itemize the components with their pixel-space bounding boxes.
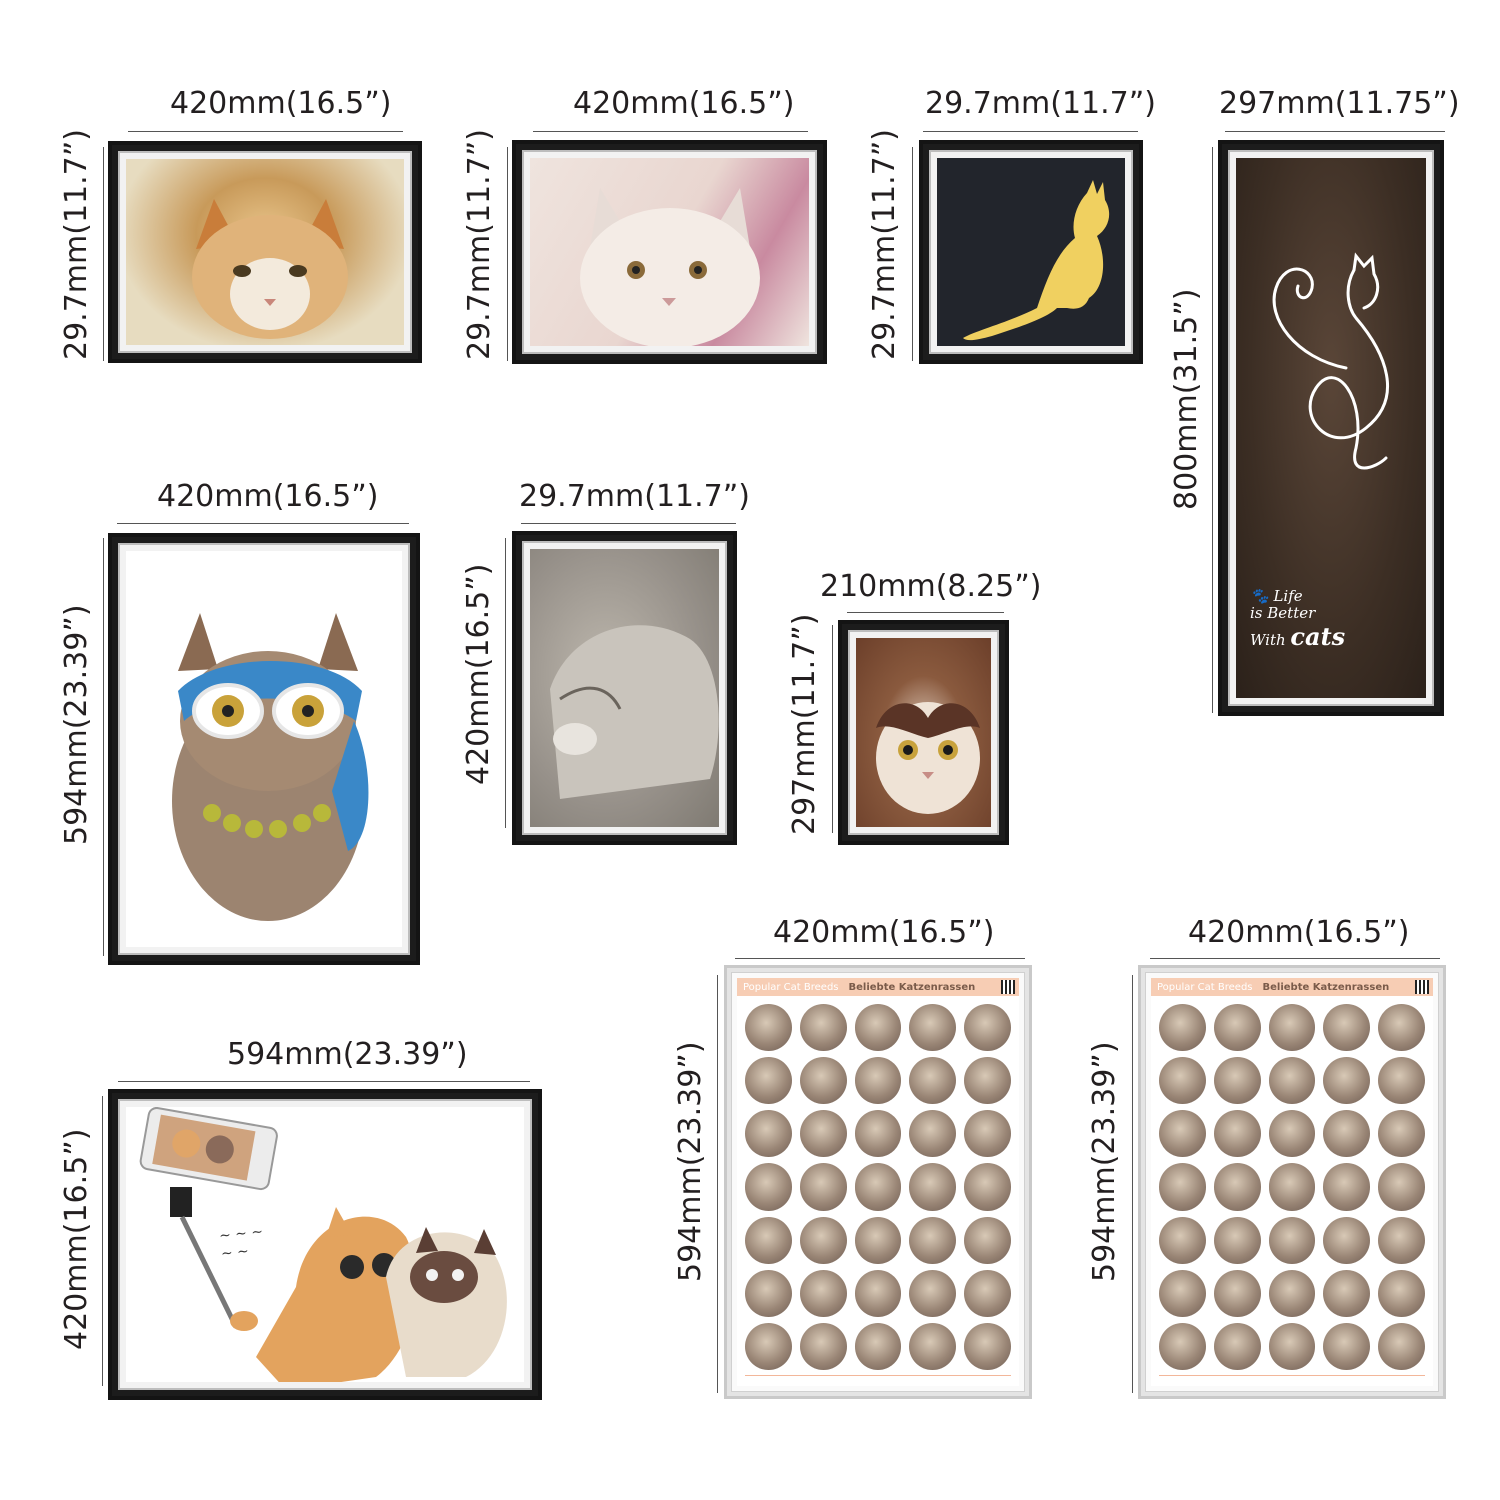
width-label-8: 594mm(23.39”) — [227, 1037, 468, 1072]
width-label-6: 29.7mm(11.7”) — [519, 479, 750, 514]
orange-cat-artwork — [126, 159, 404, 345]
height-label-6: 420mm(16.5”) — [461, 563, 496, 785]
print-frame-6 — [512, 531, 737, 845]
poster-a-header: Popular Cat Breeds Beliebte Katzenrassen — [737, 978, 1019, 996]
gold-cat-artwork — [937, 158, 1125, 346]
width-rule-7 — [847, 612, 1004, 613]
width-label-1: 420mm(16.5”) — [170, 86, 392, 121]
height-rule-6 — [505, 538, 506, 828]
poster-b-subtitle: Beliebte Katzenrassen — [1262, 981, 1390, 993]
print-frame-8: ~ ~ ~ ~ ~ — [108, 1089, 542, 1400]
width-rule-10 — [1150, 958, 1440, 959]
sunglasses-cat-artwork — [126, 551, 402, 947]
print-frame-9: Popular Cat Breeds Beliebte Katzenrassen — [724, 965, 1032, 1399]
poster-a-subtitle: Beliebte Katzenrassen — [848, 981, 976, 993]
height-rule-10 — [1132, 975, 1133, 1393]
width-label-9: 420mm(16.5”) — [773, 915, 995, 950]
life-better-cats-caption: 🐾 Life is Better With cats — [1250, 587, 1346, 651]
cat-breeds-poster-b: Popular Cat Breeds Beliebte Katzenrassen — [1151, 978, 1433, 1386]
width-label-10: 420mm(16.5”) — [1188, 915, 1410, 950]
width-rule-2 — [533, 131, 808, 132]
width-rule-9 — [735, 958, 1025, 959]
width-label-2: 420mm(16.5”) — [573, 86, 795, 121]
poster-b-header: Popular Cat Breeds Beliebte Katzenrassen — [1151, 978, 1433, 996]
height-label-1: 29.7mm(11.7”) — [59, 129, 94, 360]
height-label-3: 29.7mm(11.7”) — [867, 129, 902, 360]
kitten-face-artwork — [856, 638, 991, 827]
qr-code-icon — [1415, 980, 1429, 994]
height-label-7: 297mm(11.7”) — [787, 613, 822, 835]
height-label-8: 420mm(16.5”) — [59, 1128, 94, 1350]
poster-a-breed-grid — [745, 1004, 1011, 1370]
height-rule-1 — [103, 147, 104, 361]
selfie-cats-artwork: ~ ~ ~ ~ ~ — [126, 1107, 524, 1382]
height-label-5: 594mm(23.39”) — [59, 604, 94, 845]
line-art-cat-artwork: 🐾 Life is Better With cats — [1236, 158, 1426, 698]
width-rule-4 — [1225, 131, 1445, 132]
print-frame-1 — [108, 141, 422, 363]
white-cat-artwork — [530, 158, 809, 346]
cat-breeds-poster-a: Popular Cat Breeds Beliebte Katzenrassen — [737, 978, 1019, 1386]
width-label-7: 210mm(8.25”) — [820, 569, 1042, 604]
print-frame-2 — [512, 140, 827, 364]
width-label-5: 420mm(16.5”) — [157, 479, 379, 514]
width-rule-1 — [128, 131, 403, 132]
print-frame-7 — [838, 620, 1009, 845]
height-rule-4 — [1212, 147, 1213, 713]
qr-code-icon — [1001, 980, 1015, 994]
selfie-script-text: ~ ~ ~ ~ ~ — [218, 1223, 264, 1263]
height-label-9: 594mm(23.39”) — [673, 1041, 708, 1282]
height-rule-7 — [832, 625, 833, 833]
width-label-3: 29.7mm(11.7”) — [925, 86, 1156, 121]
poster-b-breed-grid — [1159, 1004, 1425, 1370]
print-frame-4: 🐾 Life is Better With cats — [1218, 140, 1444, 716]
width-rule-6 — [521, 523, 736, 524]
print-frame-3 — [919, 140, 1143, 364]
height-rule-8 — [102, 1096, 103, 1386]
height-rule-5 — [103, 538, 104, 956]
height-label-10: 594mm(23.39”) — [1087, 1041, 1122, 1282]
width-rule-5 — [117, 523, 409, 524]
height-rule-9 — [717, 975, 718, 1393]
grey-cat-artwork — [530, 549, 719, 827]
width-rule-3 — [923, 131, 1138, 132]
print-frame-5 — [108, 533, 420, 965]
poster-b-title: Popular Cat Breeds — [1157, 981, 1253, 993]
height-label-4: 800mm(31.5”) — [1169, 288, 1204, 510]
width-label-4: 297mm(11.75”) — [1219, 86, 1460, 121]
poster-a-title: Popular Cat Breeds — [743, 981, 839, 993]
height-rule-3 — [912, 147, 913, 361]
width-rule-8 — [118, 1081, 530, 1082]
print-frame-10: Popular Cat Breeds Beliebte Katzenrassen — [1138, 965, 1446, 1399]
height-label-2: 29.7mm(11.7”) — [462, 129, 497, 360]
height-rule-2 — [507, 147, 508, 361]
